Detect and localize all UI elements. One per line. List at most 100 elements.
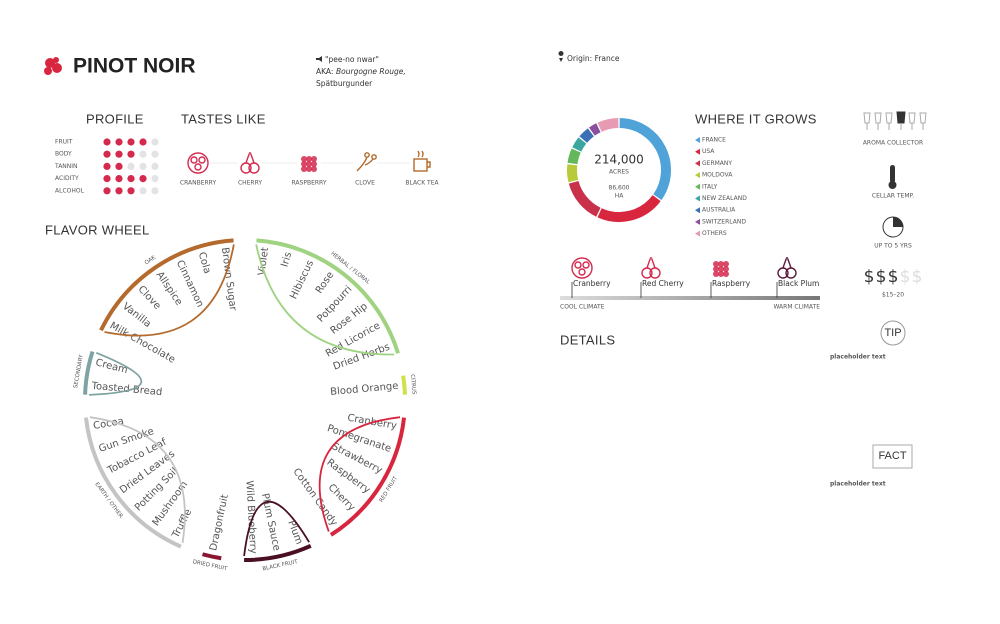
flavor-label: Hibiscus (288, 259, 316, 301)
aroma-label: AROMA COLLECTOR (863, 140, 923, 147)
flavor-label: Brown Sugar (219, 247, 238, 313)
profile-dot (103, 138, 111, 146)
icon-part (723, 266, 729, 272)
legend-label: MOLDOVA (702, 172, 733, 179)
flavor-label: Dragonfruit (208, 493, 231, 552)
flavor-group: OAK (144, 255, 157, 267)
icon-part (371, 154, 377, 160)
icon-part (301, 161, 307, 167)
icon-part (782, 257, 792, 269)
icon-part (311, 161, 317, 167)
aka-names: Bourgogne Rouge, (336, 67, 406, 76)
tip-badge (880, 320, 906, 346)
donut-segment (567, 164, 579, 183)
thermometer-icon (888, 165, 897, 189)
aging-icon (882, 216, 904, 238)
price-symbol: $ (876, 267, 887, 287)
pronunciation: "pee-no nwar" (325, 55, 379, 64)
profile-dot-empty (139, 150, 147, 158)
section-title: WHERE IT GROWS (695, 111, 817, 126)
wheel-arc (256, 238, 400, 354)
icon-bg (410, 151, 434, 175)
profile-dot-empty (151, 150, 159, 158)
speaker-icon (316, 56, 322, 62)
wheel-arc (83, 350, 95, 395)
taste-icon (641, 257, 661, 279)
taste-icon (777, 257, 797, 279)
price-symbol: $ (912, 267, 923, 287)
profile-dot (127, 187, 135, 195)
legend-marker (695, 183, 700, 190)
icon-part (301, 166, 307, 172)
flavor-label: Cola (196, 251, 213, 275)
taste-icon (713, 261, 729, 277)
icon-part (356, 156, 374, 172)
icon-part (417, 150, 431, 168)
wheel-arc (329, 417, 407, 537)
origin: Origin: France (567, 54, 620, 63)
icon-part (198, 156, 206, 164)
tip-label: TIP (884, 327, 901, 339)
legend-label: AUSTRALIA (702, 207, 736, 214)
taste-label: CLOVE (355, 180, 375, 187)
section-title: FLAVOR WHEEL (45, 222, 150, 237)
profile-dot (115, 150, 123, 158)
climate-label: Cranberry (573, 279, 611, 288)
icon-part (245, 152, 255, 164)
section-title: PROFILE (86, 111, 144, 126)
profile-dot (115, 162, 123, 170)
total-ha: 86,600 (609, 185, 630, 192)
section-title: DETAILS (560, 332, 615, 347)
taste-label: BLACK TEA (405, 180, 439, 187)
wheel-curve (318, 416, 401, 532)
legend-label: NEW ZEALAND (702, 195, 747, 202)
profile-dot (115, 187, 123, 195)
flavor-label: Violet (257, 247, 272, 277)
fact-badge (872, 444, 913, 469)
icon-part (646, 257, 656, 269)
pin-icon (558, 51, 564, 62)
donut-segment (579, 128, 594, 143)
icon-part (306, 156, 312, 162)
profile-dot (115, 175, 123, 183)
icon-part (582, 261, 590, 269)
taste-icon (301, 156, 317, 172)
icon-part (311, 166, 317, 172)
price-symbol: $ (900, 267, 911, 287)
legend-label: GERMANY (702, 160, 732, 167)
flavor-label: Truffle (170, 507, 194, 540)
profile-dot-empty (151, 187, 159, 195)
icon-part (718, 266, 724, 272)
profile-dot (139, 175, 147, 183)
donut-segment (619, 118, 671, 200)
profile-dot-empty (139, 187, 147, 195)
icon-part (571, 257, 593, 279)
climate-label: Black Plum (778, 279, 819, 288)
profile-dot-empty (127, 162, 135, 170)
section-title: TASTES LIKE (181, 111, 266, 126)
icon-part (301, 156, 307, 162)
wheel-arc (401, 375, 407, 395)
flavor-label: Vanilla (120, 301, 153, 330)
icon-part (718, 261, 724, 267)
taste-label: CHERRY (238, 180, 262, 187)
wheel-curve (104, 244, 235, 337)
legend-label: FRANCE (702, 137, 726, 144)
legend-label: ITALY (702, 183, 718, 190)
wheel-arc (99, 238, 234, 332)
profile-dot-empty (151, 175, 159, 183)
flavor-group: SECONDARY (73, 354, 85, 389)
aging-label: UP TO 5 YRS (874, 243, 912, 250)
profile-label: ALCOHOL (55, 187, 85, 194)
climate-label: Raspberry (712, 279, 751, 288)
wheel-curve (255, 244, 395, 356)
profile-dot-empty (151, 138, 159, 146)
fact-label: FACT (878, 450, 906, 462)
legend-label: OTHERS (702, 230, 727, 237)
price-symbol: $ (888, 267, 899, 287)
profile-dot (127, 138, 135, 146)
wheel-curve (89, 416, 186, 544)
legend-label: SWITZERLAND (702, 218, 746, 225)
taste-icon (413, 150, 431, 172)
glasses-icon (863, 111, 927, 130)
